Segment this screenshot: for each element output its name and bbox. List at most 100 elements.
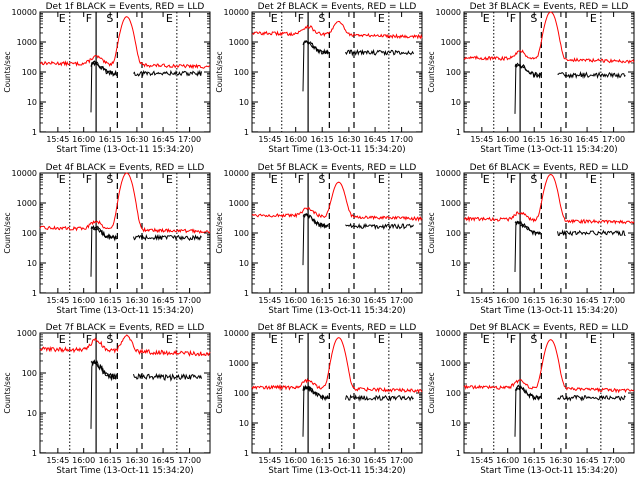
panel-title: Det 1f BLACK = Events, RED = LLD — [46, 2, 205, 12]
panel-title: Det 5f BLACK = Events, RED = LLD — [258, 163, 417, 173]
phase-label: S — [530, 333, 537, 346]
x-tick-label: 17:00 — [390, 456, 413, 465]
panel-5: Det 5f BLACK = Events, RED = LLD 1 10 100 10… — [215, 163, 423, 316]
events-series-line — [90, 360, 117, 382]
plot-frame — [463, 332, 635, 454]
x-tick-label: 16:30 — [125, 296, 148, 305]
y-tick-label: 1000 — [17, 329, 37, 338]
x-axis-label: Start Time (13-Oct-11 15:34:20) — [268, 466, 405, 476]
x-tick-label: 17:00 — [602, 456, 625, 465]
lld-series-line — [39, 334, 211, 357]
events-series-line — [133, 69, 202, 78]
events-series-line — [302, 385, 309, 437]
y-tick-label: 100 — [22, 229, 37, 238]
y-tick-label: 100 — [22, 369, 37, 378]
lld-series-line — [251, 181, 423, 222]
panel-3: Det 3f BLACK = Events, RED = LLD 1 10 100 10… — [427, 2, 635, 155]
panel-4: Det 4f BLACK = Events, RED = LLD 1 10 100 10… — [3, 163, 211, 316]
y-axis-label: Counts/sec — [427, 372, 436, 413]
y-tick-label: 10000 — [12, 8, 37, 17]
y-axis-label: Counts/sec — [3, 51, 12, 92]
x-tick-label: 16:30 — [549, 135, 572, 144]
y-tick-label: 1 — [244, 289, 249, 298]
phase-label: S — [318, 173, 325, 186]
phase-label: E — [166, 173, 173, 186]
plot-frame — [39, 172, 211, 294]
phase-label: F — [510, 173, 516, 186]
events-series-line — [90, 60, 97, 113]
phase-label: E — [483, 333, 490, 346]
x-axis-label: Start Time (13-Oct-11 15:34:20) — [480, 306, 617, 316]
y-axis-label: Counts/sec — [3, 372, 12, 413]
x-tick-label: 16:45 — [152, 296, 175, 305]
y-tick-label: 1000 — [441, 199, 461, 208]
phase-label: E — [483, 173, 490, 186]
lld-series-line — [251, 20, 423, 40]
panel-title: Det 7f BLACK = Events, RED = LLD — [46, 323, 205, 333]
x-axis-label: Start Time (13-Oct-11 15:34:20) — [56, 306, 193, 316]
phase-label: E — [59, 333, 66, 346]
x-tick-label: 15:45 — [46, 456, 69, 465]
y-tick-label: 100 — [234, 389, 249, 398]
y-tick-label: 100 — [446, 389, 461, 398]
y-tick-label: 10000 — [436, 169, 461, 178]
x-tick-label: 17:00 — [390, 296, 413, 305]
phase-label: E — [590, 173, 597, 186]
x-tick-label: 17:00 — [390, 135, 413, 144]
x-tick-label: 17:00 — [602, 296, 625, 305]
x-tick-label: 17:00 — [178, 456, 201, 465]
phase-label: S — [318, 333, 325, 346]
events-series-line — [302, 213, 309, 266]
y-tick-label: 10000 — [12, 169, 37, 178]
x-tick-label: 15:45 — [46, 135, 69, 144]
phase-label: E — [378, 173, 385, 186]
x-tick-label: 17:00 — [602, 135, 625, 144]
y-axis-label: Counts/sec — [215, 51, 224, 92]
x-tick-label: 16:15 — [523, 296, 546, 305]
events-series-line — [345, 222, 414, 231]
plot-frame — [463, 11, 635, 133]
lld-series-line — [39, 172, 211, 235]
panel-2: Det 2f BLACK = Events, RED = LLD 1 10 100 10… — [215, 2, 423, 155]
y-tick-label: 10 — [27, 409, 37, 418]
x-tick-label: 15:45 — [258, 135, 281, 144]
y-tick-label: 1000 — [229, 359, 249, 368]
phase-label: S — [106, 173, 113, 186]
x-tick-label: 16:15 — [99, 135, 122, 144]
y-tick-label: 1 — [32, 128, 37, 137]
y-tick-label: 100 — [22, 68, 37, 77]
y-tick-label: 10000 — [224, 169, 249, 178]
panel-9: Det 9f BLACK = Events, RED = LLD 1 10 100 10… — [427, 323, 635, 476]
x-tick-label: 16:45 — [152, 135, 175, 144]
y-tick-label: 10000 — [436, 329, 461, 338]
phase-label: E — [378, 12, 385, 25]
y-tick-label: 10 — [239, 259, 249, 268]
phase-label: F — [86, 12, 92, 25]
phase-label: E — [271, 173, 278, 186]
y-tick-label: 10 — [239, 98, 249, 107]
x-tick-label: 16:30 — [337, 296, 360, 305]
lld-series-line — [463, 11, 635, 65]
panel-1: Det 1f BLACK = Events, RED = LLD 1 10 100 10… — [3, 2, 211, 155]
events-series-line — [90, 359, 97, 429]
y-axis-label: Counts/sec — [215, 372, 224, 413]
x-tick-label: 15:45 — [258, 456, 281, 465]
y-tick-label: 10 — [451, 419, 461, 428]
events-series-line — [90, 224, 117, 242]
x-tick-label: 15:45 — [46, 296, 69, 305]
x-axis-label: Start Time (13-Oct-11 15:34:20) — [56, 466, 193, 476]
y-tick-label: 100 — [234, 68, 249, 77]
x-tick-label: 17:00 — [178, 296, 201, 305]
lld-series-line — [39, 16, 211, 70]
events-series-line — [557, 229, 626, 237]
events-series-line — [302, 212, 329, 230]
events-series-line — [514, 220, 521, 273]
x-tick-label: 15:45 — [258, 296, 281, 305]
x-tick-label: 16:45 — [576, 296, 599, 305]
events-series-line — [514, 62, 541, 79]
y-tick-label: 100 — [234, 229, 249, 238]
y-tick-label: 1 — [244, 449, 249, 458]
y-tick-label: 10000 — [436, 8, 461, 17]
y-tick-label: 10 — [239, 419, 249, 428]
x-tick-label: 16:00 — [72, 135, 95, 144]
